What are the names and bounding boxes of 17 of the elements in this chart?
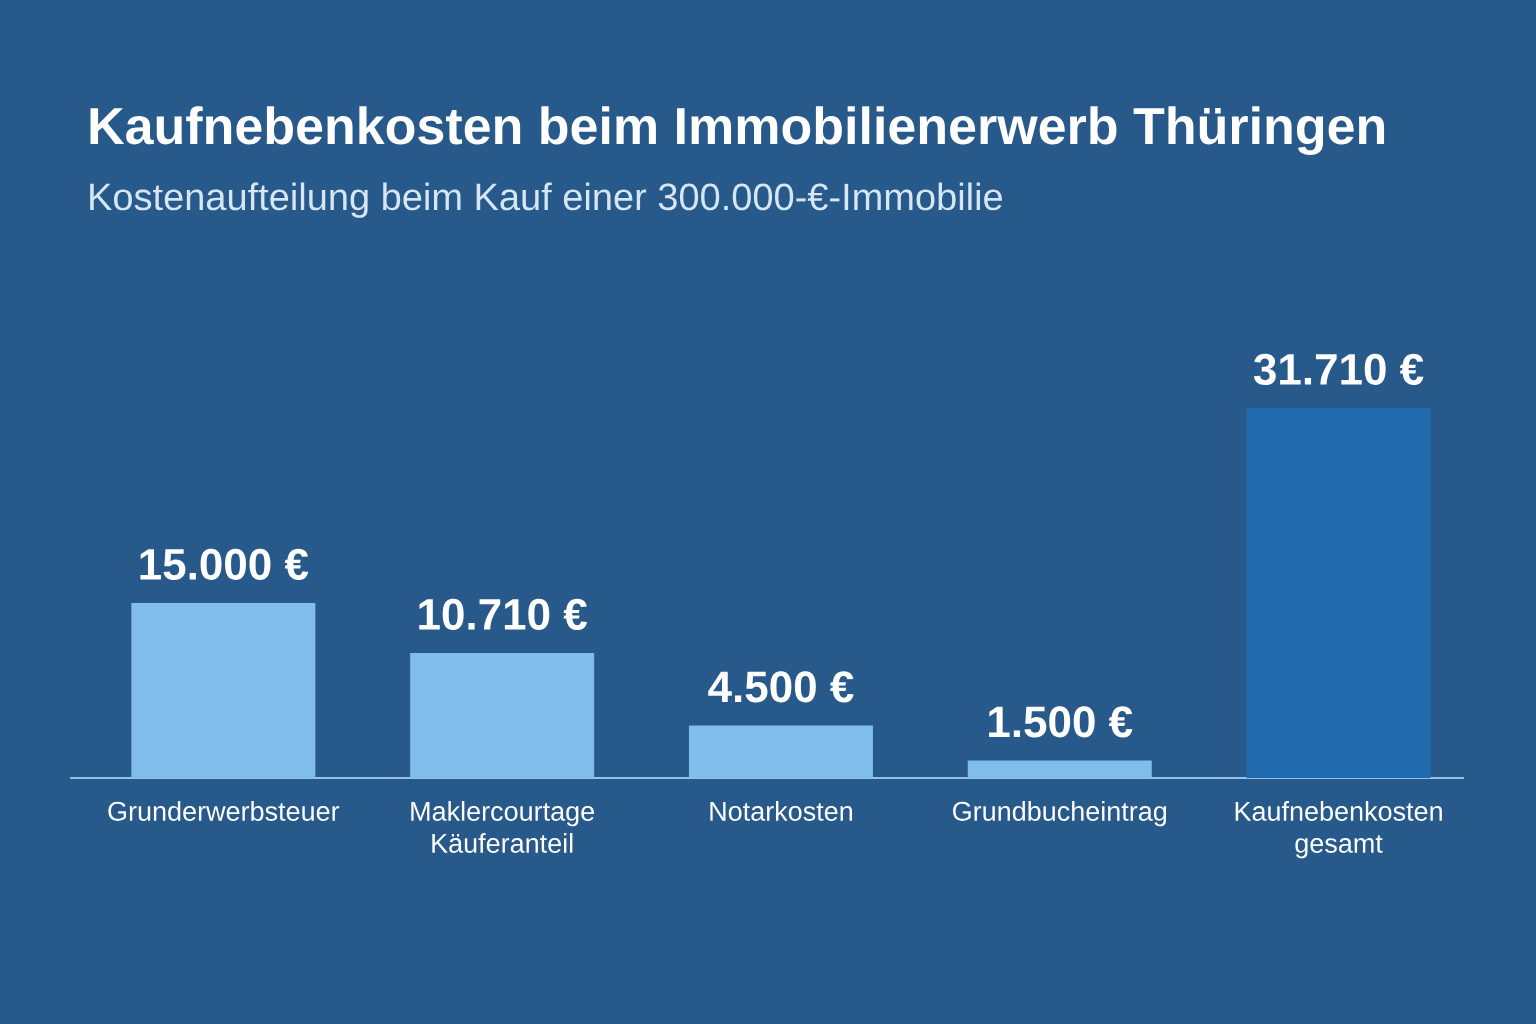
data-label: 31.710 €	[1253, 353, 1424, 386]
data-label: 4.500 €	[708, 671, 854, 703]
chart-subtitle: Kostenaufteilung beim Kauf einer 300.000-€-Immobilie	[90, 182, 1002, 218]
data-label: 15.000 €	[140, 548, 309, 580]
bar	[1246, 408, 1431, 778]
data-label: 10.710 €	[419, 598, 587, 630]
x-tick-label: Notarkosten	[710, 801, 852, 821]
chart-title: Kaufnebenkosten beim Immobilienerwerb Thüringen	[90, 106, 1385, 155]
x-tick-label: Grunderwerbsteuer	[108, 801, 340, 821]
bar	[410, 653, 595, 778]
data-label: 1.500 €	[989, 706, 1133, 738]
bar	[967, 760, 1152, 778]
x-tick-label: Maklercourtage Käuferanteil	[411, 801, 594, 853]
bar	[131, 603, 316, 778]
x-tick-label: Grundbucheintrag	[953, 801, 1167, 827]
bar	[688, 725, 873, 778]
x-tick-label: Kaufnebenkosten gesamt	[1235, 801, 1442, 859]
